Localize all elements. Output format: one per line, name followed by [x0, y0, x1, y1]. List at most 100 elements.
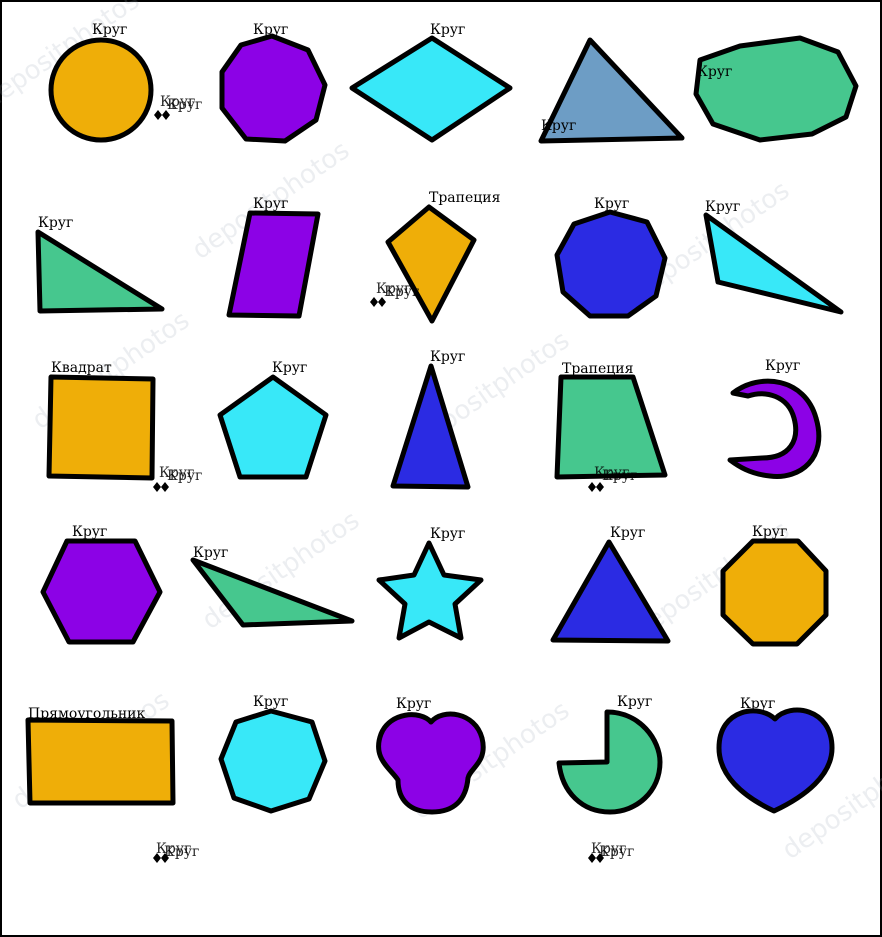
shape-card[interactable]: Круг	[226, 196, 321, 319]
pacman-shape	[556, 709, 663, 815]
stray-label-overlap: Круг	[167, 97, 202, 113]
shape-card[interactable]: Трапеция	[554, 361, 668, 480]
shape-label: Круг	[541, 118, 576, 134]
shape-card[interactable]: Круг	[554, 196, 668, 319]
nonagon-shape	[219, 33, 328, 144]
shape-label: Круг	[396, 696, 431, 712]
stray-label: Круг Круг	[588, 465, 637, 492]
shape-label: Круг	[430, 349, 465, 365]
stray-label-overlap: Круг	[167, 468, 202, 484]
stray-label-overlap: Круг	[164, 844, 199, 860]
stray-label: Круг Круг	[154, 94, 202, 120]
crescent-shape	[727, 378, 822, 479]
stray-label-overlap: Круг	[384, 284, 419, 300]
shape-label: Трапеция	[562, 361, 634, 377]
octagon-shape	[720, 538, 829, 647]
stray-label-text: Круг	[156, 841, 191, 857]
shape-card[interactable]: Круг	[720, 524, 829, 647]
shape-card[interactable]: Круг	[219, 22, 328, 144]
shape-card[interactable]: Круг	[550, 525, 671, 644]
ellipse-shape	[693, 35, 859, 143]
shape-label: Круг	[272, 360, 307, 376]
scalene-triangle-shape	[190, 557, 355, 628]
shape-label: Круг	[705, 199, 740, 215]
shape-card[interactable]: Круг	[390, 349, 471, 490]
shape-card[interactable]: Трапеция	[385, 190, 501, 324]
square-shape	[46, 374, 156, 481]
shape-card[interactable]: Круг	[703, 199, 844, 315]
hexagon-shape	[40, 538, 163, 645]
nonagon-shape	[554, 209, 668, 319]
obtuse-triangle-shape	[703, 212, 844, 315]
shape-card[interactable]: Прямоугольник	[25, 706, 176, 806]
shape-label: Круг	[253, 694, 288, 710]
stray-label-text: Круг	[376, 281, 411, 297]
shape-label: Круг	[765, 358, 800, 374]
rhombus-shape	[349, 35, 513, 143]
stray-label-overlap: Круг	[602, 468, 637, 484]
shape-card[interactable]: Круг	[190, 545, 355, 628]
stray-label-text: Круг	[594, 465, 629, 481]
star-shape	[376, 540, 484, 641]
shape-card[interactable]: Круг	[48, 22, 154, 143]
heart-shape	[716, 707, 835, 814]
shape-label: Круг	[430, 526, 465, 542]
acute-triangle-shape	[390, 363, 471, 490]
rectangle-shape	[25, 717, 176, 806]
shape-card[interactable]: Квадрат	[46, 360, 156, 481]
bullet-icon	[153, 853, 169, 863]
stray-label: Круг Круг	[588, 841, 634, 863]
trapezoid-shape	[554, 374, 668, 480]
shape-label: Круг	[617, 694, 652, 710]
shape-label: Прямоугольник	[28, 706, 146, 722]
stray-label: Круг Круг	[153, 841, 199, 863]
shape-card[interactable]: Круг	[376, 526, 484, 641]
shape-card[interactable]: Круг	[40, 524, 163, 645]
shape-card[interactable]: Круг	[218, 694, 328, 814]
shape-card[interactable]: Круг	[376, 696, 486, 815]
shape-label: Круг	[253, 196, 288, 212]
shape-card[interactable]: Круг	[35, 215, 165, 314]
trefoil-shape	[376, 711, 486, 815]
shape-card[interactable]: Круг	[538, 37, 685, 144]
shape-label: Круг	[193, 545, 228, 561]
bullet-icon	[588, 482, 604, 492]
shape-card[interactable]: Круг	[693, 35, 859, 143]
parallelogram-shape	[226, 210, 321, 319]
bullet-icon	[153, 482, 169, 492]
shape-card[interactable]: Круг	[349, 22, 513, 143]
shape-label: Круг	[752, 524, 787, 540]
shape-label: Круг	[740, 696, 775, 712]
stray-label: Круг Круг	[153, 465, 202, 492]
heptagon-shape	[218, 708, 328, 814]
shape-card[interactable]: Круг	[716, 696, 835, 814]
stray-label: Круг Круг	[370, 281, 419, 307]
bullet-icon	[370, 297, 386, 307]
right-triangle-shape	[35, 229, 165, 314]
shape-label: Круг	[697, 64, 732, 80]
shape-card[interactable]: Круг	[217, 360, 329, 480]
stray-label-text: Круг	[159, 465, 194, 481]
shape-card[interactable]: Круг	[556, 694, 663, 815]
circle-shape	[48, 37, 154, 143]
shape-label: Круг	[430, 22, 465, 38]
pentagon-shape	[217, 374, 329, 480]
stray-label-text: Круг	[591, 841, 626, 857]
shape-label: Круг	[72, 524, 107, 540]
shape-label: Трапеция	[429, 190, 501, 206]
bullet-icon	[588, 853, 604, 863]
stray-label-overlap: Круг	[599, 844, 634, 860]
triangle-shape	[550, 539, 671, 644]
shape-label: Круг	[610, 525, 645, 541]
shape-label: Круг	[38, 215, 73, 231]
triangle-shape	[538, 37, 685, 144]
shape-card[interactable]: Круг	[727, 358, 822, 479]
shape-label: Круг	[594, 196, 629, 212]
bullet-icon	[154, 110, 170, 120]
shape-label: Квадрат	[51, 360, 112, 376]
kite-shape	[385, 204, 477, 324]
stray-label-text: Круг	[160, 94, 195, 110]
shape-label: Круг	[92, 22, 127, 38]
shape-label: Круг	[253, 22, 288, 38]
